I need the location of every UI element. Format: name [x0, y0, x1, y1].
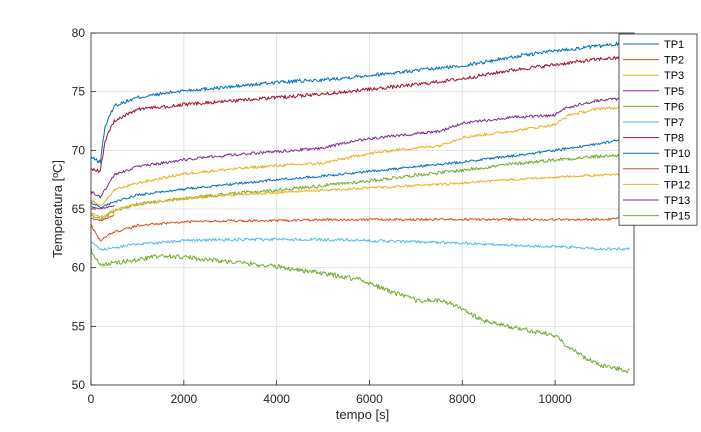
- y-tick-label: 50: [72, 378, 86, 392]
- grid-lines: [90, 32, 634, 386]
- y-tick-label: 70: [72, 143, 86, 157]
- y-tick-label: 65: [72, 202, 86, 216]
- series-line-tp12: [90, 172, 630, 218]
- y-tick-label: 60: [72, 261, 86, 275]
- x-tick-label: 4000: [263, 392, 290, 406]
- x-tick-label: 0: [88, 392, 95, 406]
- legend-entry-tp6: TP6: [664, 101, 684, 113]
- series-line-tp10: [90, 137, 630, 209]
- series-line-tp2: [90, 217, 630, 242]
- legend-entry-tp15: TP15: [664, 211, 690, 223]
- x-axis-label: tempo [s]: [336, 407, 389, 422]
- x-tick-label: 8000: [449, 392, 476, 406]
- series-line-tp5: [90, 97, 630, 199]
- series-line-tp1: [90, 41, 630, 164]
- y-axis-label: Temperatura [ºC]: [50, 160, 65, 258]
- y-tick-label: 75: [72, 85, 86, 99]
- legend-entry-tp13: TP13: [664, 195, 690, 207]
- y-tick-label: 80: [72, 26, 86, 40]
- series-line-tp3: [90, 106, 630, 206]
- legend-entry-tp5: TP5: [664, 86, 684, 98]
- series-line-tp11: [90, 214, 115, 222]
- axis-ticks: 0 2000 4000 6000 8000 10000 50 55 60 65 70 75 80: [72, 26, 572, 406]
- legend-entry-tp8: TP8: [664, 133, 684, 145]
- y-tick-label: 55: [72, 319, 86, 333]
- series-line-tp15: [90, 248, 630, 373]
- legend-entry-tp10: TP10: [664, 148, 690, 160]
- legend-box: [618, 33, 698, 226]
- legend-entry-tp7: TP7: [664, 117, 684, 129]
- legend: TP1 TP2 TP3 TP5 TP6 TP7 TP8 TP10 TP11 TP12 TP13 TP1…: [618, 33, 698, 226]
- x-tick-label: 10000: [538, 392, 572, 406]
- legend-entry-tp3: TP3: [664, 70, 684, 82]
- series-line-tp8: [90, 55, 630, 174]
- legend-entry-tp11: TP11: [664, 164, 689, 176]
- series-line-tp13: [90, 204, 115, 210]
- legend-entry-tp12: TP12: [664, 179, 690, 191]
- x-tick-label: 2000: [170, 392, 197, 406]
- legend-entry-tp1: TP1: [664, 39, 684, 51]
- x-tick-label: 6000: [356, 392, 383, 406]
- series-line-tp7: [90, 237, 630, 251]
- legend-entry-tp2: TP2: [664, 55, 684, 67]
- series-layer: [90, 41, 630, 373]
